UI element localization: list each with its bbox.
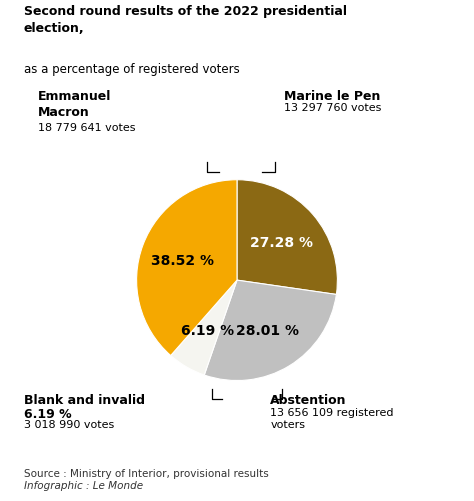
Text: Source : Ministry of Interior, provisional results: Source : Ministry of Interior, provision… [24, 468, 268, 478]
Text: voters: voters [270, 419, 305, 429]
Wedge shape [237, 180, 337, 295]
Text: 28.01 %: 28.01 % [236, 323, 299, 337]
Wedge shape [171, 281, 237, 375]
Text: Marine le Pen: Marine le Pen [284, 90, 381, 103]
Text: Blank and invalid: Blank and invalid [24, 393, 145, 406]
Wedge shape [204, 281, 337, 381]
Text: Infographic : Le Monde: Infographic : Le Monde [24, 480, 143, 490]
Wedge shape [137, 180, 237, 356]
Text: as a percentage of registered voters: as a percentage of registered voters [24, 63, 239, 76]
Text: 13 297 760 votes: 13 297 760 votes [284, 103, 382, 113]
Text: 27.28 %: 27.28 % [249, 235, 312, 249]
Text: Second round results of the 2022 presidential
election,: Second round results of the 2022 preside… [24, 5, 346, 35]
Text: 38.52 %: 38.52 % [151, 253, 214, 267]
Text: 18 779 641 votes: 18 779 641 votes [38, 123, 136, 133]
Text: Abstention: Abstention [270, 393, 346, 406]
Text: 6.19 %: 6.19 % [181, 324, 234, 338]
Text: Emmanuel
Macron: Emmanuel Macron [38, 90, 111, 119]
Text: 6.19 %: 6.19 % [24, 407, 71, 420]
Text: 3 018 990 votes: 3 018 990 votes [24, 419, 114, 429]
Text: 13 656 109 registered: 13 656 109 registered [270, 407, 394, 417]
